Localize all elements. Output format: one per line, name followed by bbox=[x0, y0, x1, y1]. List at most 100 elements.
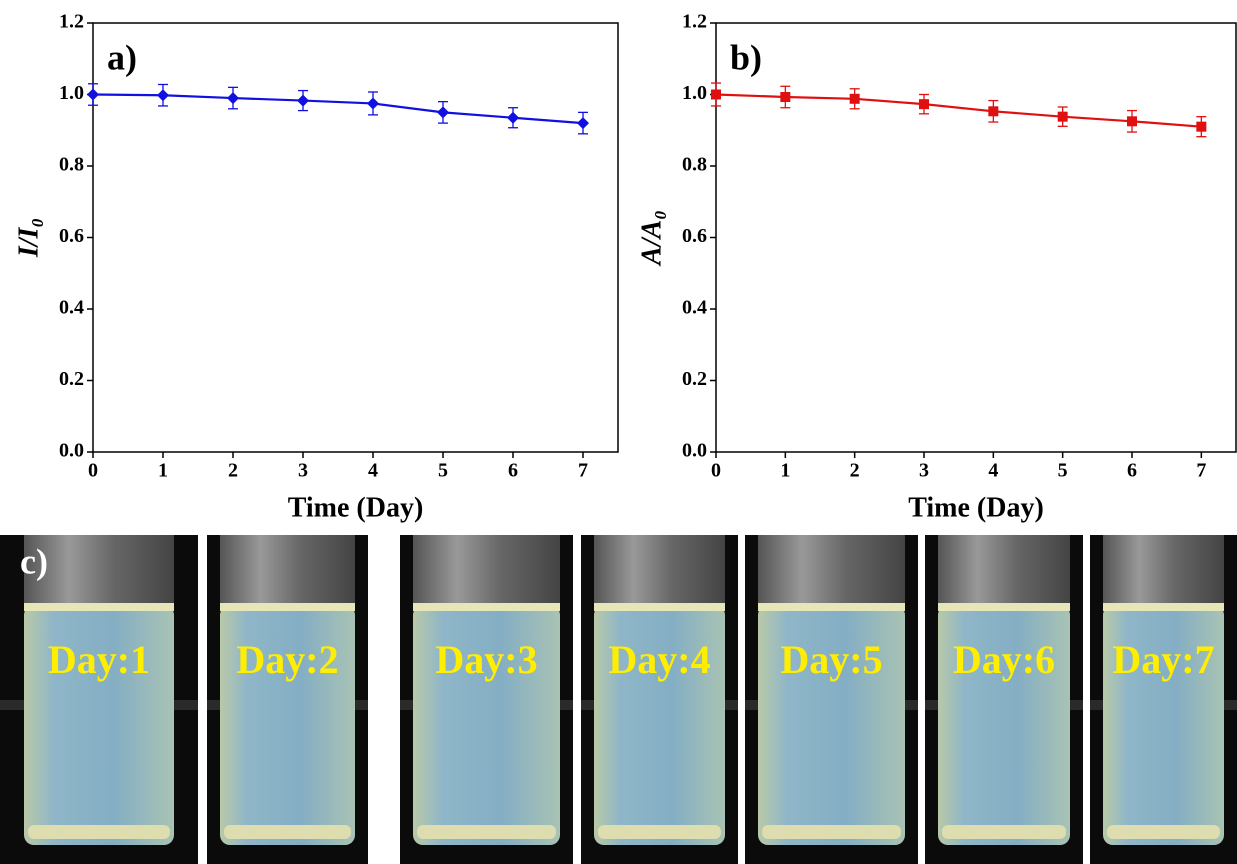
photo-caption: Day:1 bbox=[48, 637, 150, 682]
marker bbox=[367, 97, 379, 110]
vial-photo bbox=[925, 535, 1083, 864]
vial-bottom bbox=[417, 825, 556, 839]
x-tick-label: 1 bbox=[780, 460, 790, 482]
marker bbox=[227, 92, 239, 105]
plot-frame bbox=[92, 22, 619, 453]
x-tick-label: 0 bbox=[711, 460, 721, 482]
x-tick-label: 2 bbox=[228, 460, 238, 482]
x-tick-label: 0 bbox=[88, 460, 98, 482]
y-tick-label: 0.6 bbox=[682, 225, 707, 247]
marker bbox=[297, 94, 309, 107]
marker bbox=[1196, 121, 1207, 132]
y-tick-label: 0.0 bbox=[682, 440, 707, 462]
y-tick-label: 0.4 bbox=[59, 297, 84, 319]
meniscus bbox=[594, 603, 725, 611]
vial-liquid bbox=[758, 605, 905, 845]
y-tick-label: 0.2 bbox=[59, 368, 84, 390]
y-tick-label: 1.2 bbox=[59, 11, 84, 33]
photo-caption: Day:3 bbox=[435, 637, 537, 682]
x-tick-label: 2 bbox=[850, 460, 860, 482]
vial-liquid bbox=[1103, 605, 1224, 845]
vial-photo bbox=[745, 535, 918, 864]
x-tick-label: 7 bbox=[578, 460, 588, 482]
x-tick-label: 5 bbox=[438, 460, 448, 482]
marker bbox=[157, 89, 169, 102]
marker bbox=[1057, 111, 1068, 122]
panel-label: c) bbox=[20, 541, 48, 581]
photo-caption: Day:5 bbox=[780, 637, 882, 682]
marker bbox=[507, 111, 519, 124]
y-tick-label: 0.4 bbox=[682, 297, 707, 319]
vial-glass bbox=[938, 535, 1070, 610]
vial-liquid bbox=[24, 605, 174, 845]
marker bbox=[577, 117, 589, 130]
panel-label: b) bbox=[730, 37, 762, 77]
vial-bottom bbox=[1107, 825, 1220, 839]
y-tick-label: 1.2 bbox=[682, 11, 707, 33]
vial-glass bbox=[413, 535, 560, 610]
meniscus bbox=[220, 603, 355, 611]
y-tick-label: 0.6 bbox=[59, 225, 84, 247]
vial-bottom bbox=[224, 825, 351, 839]
vial-bottom bbox=[942, 825, 1066, 839]
series-line bbox=[92, 93, 584, 125]
photo-caption: Day:4 bbox=[608, 637, 710, 682]
vial-glass bbox=[1103, 535, 1224, 610]
y-tick-label: 0.2 bbox=[682, 368, 707, 390]
vial-glass bbox=[24, 535, 174, 610]
y-tick-label: 0.0 bbox=[59, 440, 84, 462]
marker bbox=[780, 92, 791, 103]
y-tick-label: 1.0 bbox=[59, 82, 84, 104]
y-tick-label: 1.0 bbox=[682, 82, 707, 104]
y-axis-label: I/I₀ bbox=[13, 218, 44, 258]
marker bbox=[988, 106, 999, 117]
meniscus bbox=[758, 603, 905, 611]
vial-photo bbox=[207, 535, 368, 864]
vial-photo bbox=[400, 535, 573, 864]
meniscus bbox=[938, 603, 1070, 611]
meniscus bbox=[1103, 603, 1224, 611]
vial-photo bbox=[0, 535, 198, 864]
x-tick-label: 7 bbox=[1196, 460, 1206, 482]
vial-bottom bbox=[598, 825, 721, 839]
vial-glass bbox=[220, 535, 355, 610]
vial-liquid bbox=[938, 605, 1070, 845]
vial-liquid bbox=[220, 605, 355, 845]
y-tick-label: 0.8 bbox=[59, 154, 84, 176]
marker bbox=[1127, 116, 1137, 127]
marker bbox=[711, 89, 721, 100]
y-tick-label: 0.8 bbox=[682, 154, 707, 176]
x-tick-label: 4 bbox=[368, 460, 378, 482]
marker bbox=[87, 88, 99, 101]
x-axis-label: Time (Day) bbox=[288, 492, 424, 523]
photo-caption: Day:2 bbox=[236, 637, 338, 682]
x-tick-label: 6 bbox=[1127, 460, 1137, 482]
vial-photo bbox=[1090, 535, 1237, 864]
vial-glass bbox=[758, 535, 905, 610]
x-tick-label: 5 bbox=[1058, 460, 1068, 482]
panel-label: a) bbox=[107, 37, 137, 77]
meniscus bbox=[24, 603, 174, 611]
series-line bbox=[715, 93, 1202, 128]
x-tick-label: 3 bbox=[298, 460, 308, 482]
marker bbox=[849, 93, 860, 104]
x-tick-label: 4 bbox=[988, 460, 998, 482]
vial-photo bbox=[581, 535, 738, 864]
plot-frame bbox=[715, 22, 1237, 453]
marker bbox=[919, 99, 929, 110]
photo-caption: Day:6 bbox=[953, 637, 1055, 682]
photo-caption: Day:7 bbox=[1112, 637, 1214, 682]
vial-bottom bbox=[28, 825, 170, 839]
vial-bottom bbox=[762, 825, 901, 839]
x-axis-label: Time (Day) bbox=[908, 492, 1044, 523]
vial-liquid bbox=[594, 605, 725, 845]
meniscus bbox=[413, 603, 560, 611]
vial-liquid bbox=[413, 605, 560, 845]
y-axis-label: A/A₀ bbox=[636, 210, 667, 267]
vial-glass bbox=[594, 535, 725, 610]
x-tick-label: 3 bbox=[919, 460, 929, 482]
x-tick-label: 6 bbox=[508, 460, 518, 482]
x-tick-label: 1 bbox=[158, 460, 168, 482]
